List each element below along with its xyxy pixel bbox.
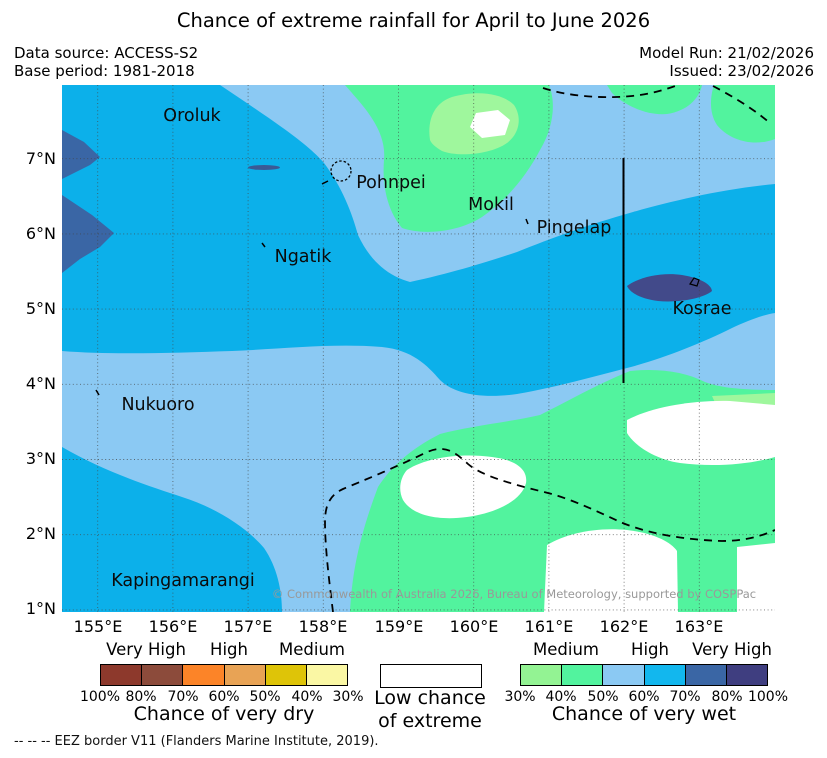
graticule: [62, 85, 775, 612]
base-period-label: Base period: 1981-2018: [14, 62, 195, 80]
eez-border-line: [324, 85, 775, 612]
forecast-map: Oroluk Pohnpei Mokil Pingelap Ngatik Kos…: [62, 85, 775, 612]
data-source-label: Data source: ACCESS-S2: [14, 44, 199, 62]
dry-swatch-70: [182, 664, 225, 686]
pohnpei-island-outline: [330, 160, 352, 182]
xtick-161e: 161°E: [524, 617, 574, 636]
region-wet-80-100-kosrae: [627, 274, 712, 302]
eez-footnote: -- -- -- EEZ border V11 (Flanders Marine…: [14, 734, 379, 749]
dry-pct-50: 50%: [249, 689, 281, 705]
ytick-5n: 5°N: [25, 299, 56, 318]
label-pohnpei: Pohnpei: [356, 173, 426, 193]
dry-swatch-60: [223, 664, 266, 686]
wet-pct-30: 30%: [504, 689, 536, 705]
kosrae-island-outline: [689, 277, 700, 287]
dry-colorbar: [100, 664, 349, 686]
dry-pct-70: 70%: [167, 689, 199, 705]
wet-header-medium: Medium: [533, 640, 599, 659]
wet-header-very-high: Very High: [692, 640, 772, 659]
dry-header-very-high: Very High: [106, 640, 186, 659]
label-kosrae: Kosrae: [672, 299, 731, 319]
dry-pct-80: 80%: [125, 689, 157, 705]
wet-header-high: High: [631, 640, 669, 659]
ytick-1n: 1°N: [25, 599, 56, 618]
wet-swatch-40: [561, 664, 604, 686]
region-low-chance-4: [737, 543, 775, 612]
region-wet-40-50-ne2: [710, 85, 775, 143]
meta-left: Data source: ACCESS-S2 Base period: 1981…: [14, 44, 198, 80]
map-svg: Oroluk Pohnpei Mokil Pingelap Ngatik Kos…: [62, 85, 775, 612]
xtick-160e: 160°E: [449, 617, 499, 636]
low-chance-swatch: [380, 664, 482, 688]
region-wet-40-50-ne1: [607, 85, 702, 115]
dry-swatch-50: [264, 664, 307, 686]
wet-swatch-70: [684, 664, 727, 686]
label-pingelap: Pingelap: [537, 218, 612, 238]
place-labels: Oroluk Pohnpei Mokil Pingelap Ngatik Kos…: [111, 106, 731, 591]
wet-pct-60: 60%: [628, 689, 660, 705]
nukuoro-atoll-mark: [95, 389, 100, 396]
dry-caption: Chance of very dry: [133, 703, 315, 725]
wet-colorbar: [520, 664, 769, 686]
low-chance-label-1: Low chance: [374, 687, 486, 709]
dry-pct-100: 100%: [79, 689, 121, 705]
issued-label: Issued: 23/02/2026: [669, 62, 814, 80]
wet-swatch-60: [643, 664, 686, 686]
wet-pct-100: 100%: [747, 689, 789, 705]
pingelap-atoll-mark: [525, 218, 529, 225]
ytick-6n: 6°N: [25, 224, 56, 243]
xtick-157e: 157°E: [223, 617, 273, 636]
label-nukuoro: Nukuoro: [121, 395, 194, 415]
label-ngatik: Ngatik: [275, 247, 333, 267]
dry-swatch-100: [100, 664, 143, 686]
meta-right: Model Run: 21/02/2026 Issued: 23/02/2026: [639, 44, 814, 80]
ytick-7n: 7°N: [25, 149, 56, 168]
ngatik-atoll-mark: [261, 242, 266, 248]
page-title: Chance of extreme rainfall for April to …: [176, 9, 651, 32]
dry-swatch-40: [305, 664, 349, 686]
label-mokil: Mokil: [468, 195, 514, 215]
xtick-162e: 162°E: [599, 617, 649, 636]
label-kapingamarangi: Kapingamarangi: [111, 571, 255, 591]
dry-swatch-80: [141, 664, 184, 686]
ytick-3n: 3°N: [25, 449, 56, 468]
label-oroluk: Oroluk: [163, 106, 221, 126]
ytick-4n: 4°N: [25, 374, 56, 393]
ytick-2n: 2°N: [25, 524, 56, 543]
region-low-chance-hex: [470, 110, 510, 138]
low-chance-label-2: of extreme: [378, 710, 482, 732]
region-low-chance-1: [400, 455, 527, 519]
oroluk-atoll-mark: [248, 165, 280, 170]
dry-header-high: High: [210, 640, 248, 659]
wet-pct-80: 80%: [711, 689, 743, 705]
region-wet-60-70-sw: [62, 447, 282, 612]
dry-header-medium: Medium: [279, 640, 345, 659]
wet-swatch-30: [520, 664, 563, 686]
wet-pct-70: 70%: [669, 689, 701, 705]
wet-swatch-100: [725, 664, 769, 686]
pohnpei-reef-mark: [321, 180, 329, 185]
dry-pct-30: 30%: [332, 689, 364, 705]
wet-swatch-50: [602, 664, 645, 686]
model-run-label: Model Run: 21/02/2026: [639, 44, 814, 62]
wet-caption: Chance of very wet: [551, 703, 737, 725]
region-low-chance-3: [544, 529, 678, 612]
wet-pct-50: 50%: [587, 689, 619, 705]
region-low-chance-2: [627, 400, 775, 465]
dry-pct-40: 40%: [291, 689, 323, 705]
copyright-notice: © Commonwealth of Australia 2026, Bureau…: [272, 587, 756, 601]
region-wet-70-80-a: [62, 130, 100, 179]
xtick-155e: 155°E: [73, 617, 123, 636]
xtick-156e: 156°E: [148, 617, 198, 636]
wet-pct-40: 40%: [545, 689, 577, 705]
xtick-163e: 163°E: [674, 617, 724, 636]
xtick-158e: 158°E: [298, 617, 348, 636]
dry-pct-60: 60%: [208, 689, 240, 705]
xtick-159e: 159°E: [374, 617, 424, 636]
